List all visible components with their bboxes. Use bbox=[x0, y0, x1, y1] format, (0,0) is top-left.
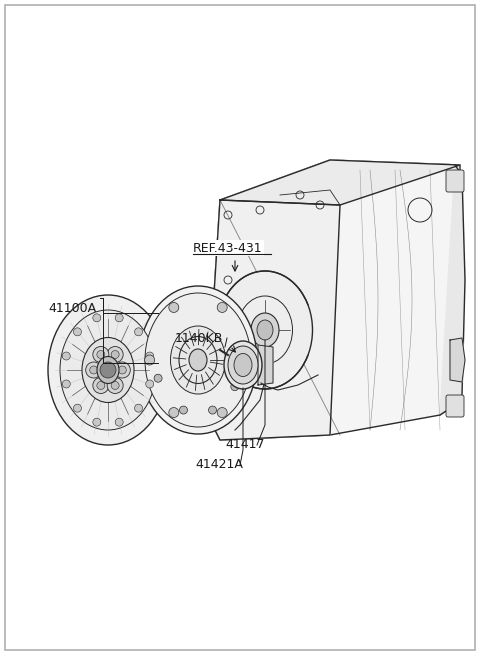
Circle shape bbox=[115, 314, 123, 322]
Circle shape bbox=[217, 407, 227, 417]
Circle shape bbox=[93, 346, 109, 362]
Ellipse shape bbox=[170, 326, 226, 394]
Circle shape bbox=[114, 362, 130, 378]
FancyBboxPatch shape bbox=[446, 170, 464, 192]
FancyBboxPatch shape bbox=[446, 395, 464, 417]
Circle shape bbox=[146, 380, 154, 388]
Circle shape bbox=[93, 377, 109, 394]
Polygon shape bbox=[213, 200, 340, 440]
Ellipse shape bbox=[234, 354, 252, 377]
Circle shape bbox=[217, 303, 227, 312]
Ellipse shape bbox=[139, 286, 257, 434]
Polygon shape bbox=[440, 165, 465, 415]
Ellipse shape bbox=[48, 295, 168, 445]
Circle shape bbox=[111, 381, 119, 390]
Circle shape bbox=[73, 404, 82, 412]
Text: 41417: 41417 bbox=[225, 438, 264, 451]
Circle shape bbox=[90, 366, 98, 374]
Circle shape bbox=[115, 418, 123, 426]
Circle shape bbox=[134, 328, 143, 336]
Ellipse shape bbox=[97, 356, 119, 383]
Circle shape bbox=[93, 418, 101, 426]
Circle shape bbox=[180, 406, 188, 414]
Circle shape bbox=[100, 362, 116, 378]
Circle shape bbox=[62, 380, 70, 388]
Circle shape bbox=[86, 362, 102, 378]
Ellipse shape bbox=[228, 346, 258, 384]
Ellipse shape bbox=[251, 313, 279, 347]
Circle shape bbox=[241, 355, 252, 365]
Polygon shape bbox=[220, 160, 460, 205]
Circle shape bbox=[134, 404, 143, 412]
Polygon shape bbox=[258, 345, 273, 385]
Ellipse shape bbox=[60, 310, 156, 430]
Ellipse shape bbox=[145, 293, 251, 427]
Circle shape bbox=[97, 381, 105, 390]
Circle shape bbox=[93, 314, 101, 322]
Ellipse shape bbox=[217, 271, 312, 389]
Text: REF.43-431: REF.43-431 bbox=[193, 242, 263, 255]
Circle shape bbox=[231, 383, 239, 390]
Polygon shape bbox=[213, 160, 460, 440]
Ellipse shape bbox=[189, 349, 207, 371]
Circle shape bbox=[97, 350, 105, 358]
Circle shape bbox=[118, 366, 126, 374]
Circle shape bbox=[107, 377, 123, 394]
Polygon shape bbox=[450, 338, 465, 382]
Circle shape bbox=[111, 350, 119, 358]
Circle shape bbox=[154, 374, 162, 383]
Circle shape bbox=[62, 352, 70, 360]
Text: 41100A: 41100A bbox=[48, 301, 96, 314]
Circle shape bbox=[144, 355, 155, 365]
Circle shape bbox=[146, 352, 154, 360]
Circle shape bbox=[107, 346, 123, 362]
Ellipse shape bbox=[224, 341, 262, 389]
Circle shape bbox=[169, 407, 179, 417]
Circle shape bbox=[169, 303, 179, 312]
Ellipse shape bbox=[257, 320, 273, 340]
Circle shape bbox=[73, 328, 82, 336]
Circle shape bbox=[208, 406, 216, 414]
Text: 1140KB: 1140KB bbox=[175, 331, 223, 345]
Text: 41421A: 41421A bbox=[195, 458, 243, 472]
Ellipse shape bbox=[82, 337, 134, 403]
